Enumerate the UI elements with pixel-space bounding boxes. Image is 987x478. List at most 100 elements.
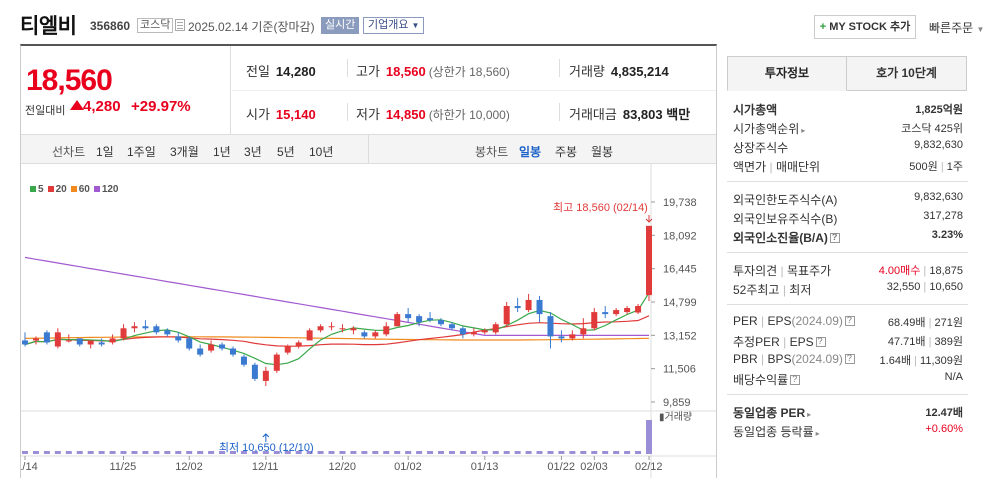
x-tick-label: 01/02 [394,461,422,473]
help-icon[interactable] [790,374,801,385]
row-industry-per[interactable]: 동일업종 PER ▸ 12.47배 [733,404,963,422]
x-tick-label: 12/02 [175,461,203,473]
row-pbr-bps: PBR | BPS(2024.09) 1.64배 | 11,309원 [733,352,963,370]
candle-body [361,332,368,337]
candle-body [32,338,39,341]
volume-bar [361,451,368,454]
opinion-label: 투자의견 [733,264,778,278]
line-chart-tab[interactable]: 선차트 [52,145,86,159]
candle-body [54,332,61,347]
volume-bar [175,451,182,454]
div-label: 배당수익률 [733,373,789,387]
volume-bar [76,451,83,454]
x-tick-label: 12/20 [328,461,356,473]
div-value: N/A [944,371,963,383]
foreign-hold-label: 외국인보유주식수(B) [733,212,838,226]
y-tick-label: 14,799 [663,297,697,309]
add-mystock-button[interactable]: + MY STOCK 추가 [814,15,916,39]
help-icon[interactable] [815,336,826,347]
candle-body [536,299,543,315]
period-1d[interactable]: 1일 [96,145,114,159]
candle-body [525,299,532,311]
volume-bar [251,451,258,454]
row-rank[interactable]: 시가총액순위 ▸ 코스닥 425위 [733,120,963,138]
period-1w[interactable]: 1주일 [127,145,156,159]
week52-value-wrap: 32,550 | 10,650 [886,281,963,293]
period-monthly[interactable]: 월봉 [591,145,614,159]
candle-body [164,330,171,335]
triangle-icon: ▸ [807,410,812,419]
volume-bar [503,451,510,454]
volume-bar [350,451,357,454]
ma20-line [24,315,650,347]
period-bar: 선차트 1일 1주일 3개월 1년 3년 5년 10년 봉차트 일봉 주봉 월봉 [21,134,716,164]
opinion-value-wrap: 4.00매수 | 18,875 [878,265,963,277]
volume-bar [602,451,609,454]
rank-label: 시가총액순위 [733,122,800,136]
period-10y[interactable]: 10년 [309,145,334,159]
period-3m[interactable]: 3개월 [170,145,199,159]
candle-body [405,314,412,319]
candle-body [98,342,105,345]
help-icon[interactable] [844,315,855,326]
candle-body [317,326,324,331]
realtime-button[interactable]: 실시간 [321,17,360,34]
volume-bar [328,451,335,454]
volume-bar [492,451,499,454]
quick-order-button[interactable]: 빠른주문 ▼ [929,19,984,36]
candle-body [306,330,313,341]
period-5y[interactable]: 5년 [277,145,295,159]
pbr-value: 1.64배 [879,355,912,367]
ind-rate-value: +0.60% [925,423,963,435]
candle-body [514,306,521,309]
legend-swatch [47,186,54,192]
target-label: 목표주가 [786,264,832,278]
volume-bar [481,451,488,454]
legend-swatch [70,186,77,192]
candle-body [394,314,401,327]
tab-order-book[interactable]: 호가 10단계 [847,56,967,91]
market-cap-value: 1,825억원 [915,104,963,116]
candle-chart-tab[interactable]: 봉차트 [475,145,509,159]
info-tabs: 투자정보 호가 10단계 [727,56,968,92]
row-opinion: 투자의견 | 목표주가 4.00매수 | 18,875 [733,262,963,280]
y-tick-label: 16,445 [663,264,697,276]
help-icon[interactable] [829,232,840,243]
volume-bar [438,451,444,454]
stock-code: 356860 [90,19,131,33]
candle-body [438,320,444,325]
par-label: 액면가 [733,160,767,174]
period-3y[interactable]: 3년 [244,145,262,159]
volume-bar [394,451,401,454]
volume-bar [448,451,455,454]
bps-label: BPS [767,352,792,366]
candle-body [251,364,258,379]
par-value: 500원 [909,161,938,173]
quote-prev: 전일 14,280 [246,61,316,80]
candle-body [339,328,346,330]
foreign-limit-value: 9,832,630 [914,191,963,203]
pbr-label: PBR [733,352,758,366]
candle-body [76,338,83,345]
week52-low-value: 10,650 [929,281,963,293]
row-industry-rate[interactable]: 동일업종 등락률 ▸ +0.60% [733,423,963,441]
period-daily[interactable]: 일봉 [519,145,542,159]
bps-value: 11,309원 [920,355,963,367]
high-annotation: 최고 18,560 (02/14) [553,201,648,214]
triangle-icon: ▸ [801,126,806,135]
legend-swatch [30,186,36,192]
prev-value: 14,280 [275,64,316,79]
company-overview-dropdown[interactable]: 기업개요 ▼ [363,17,425,34]
quote-low: 저가 14,850 (하한가 10,000) [356,104,510,123]
ind-per-label: 동일업종 PER [733,406,806,420]
x-tick-label: 01/22 [547,461,575,473]
row-foreign-hold: 외국인보유주식수(B) 317,278 [733,210,963,228]
tab-investment-info[interactable]: 투자정보 [727,56,847,91]
volume-bar [339,451,346,454]
period-1y[interactable]: 1년 [213,145,231,159]
candle-body [273,354,280,371]
period-weekly[interactable]: 주봉 [555,145,578,159]
market-cap-label: 시가총액 [733,103,778,117]
help-icon[interactable] [844,353,855,364]
volume-bar [284,451,291,454]
